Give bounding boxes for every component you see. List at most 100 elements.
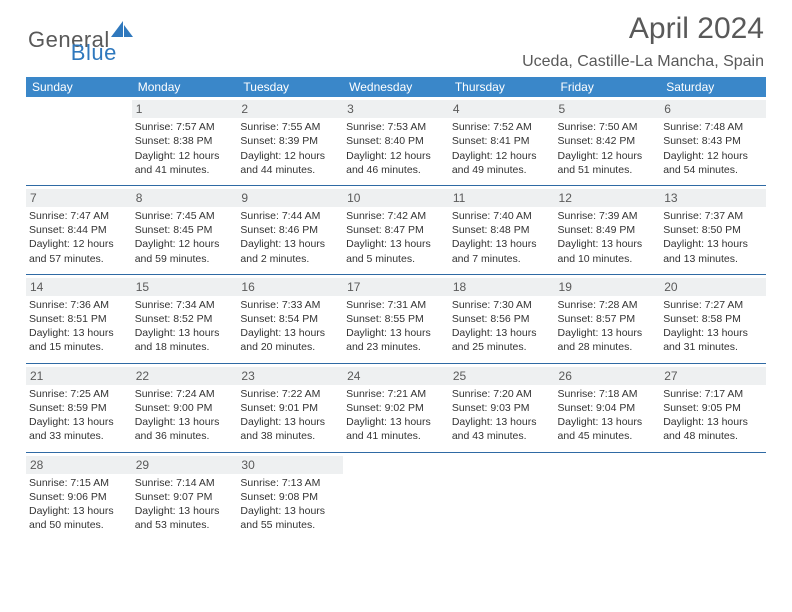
- sunrise-text: Sunrise: 7:55 AM: [240, 120, 338, 134]
- sunset-text: Sunset: 8:47 PM: [346, 223, 444, 237]
- daylight-text: Daylight: 13 hours and 53 minutes.: [135, 504, 233, 532]
- calendar-week-row: 7Sunrise: 7:47 AMSunset: 8:44 PMDaylight…: [26, 185, 766, 274]
- daylight-text: Daylight: 13 hours and 31 minutes.: [663, 326, 761, 354]
- sunrise-text: Sunrise: 7:15 AM: [29, 476, 127, 490]
- sunset-text: Sunset: 8:49 PM: [558, 223, 656, 237]
- daylight-text: Daylight: 13 hours and 48 minutes.: [663, 415, 761, 443]
- sunset-text: Sunset: 8:46 PM: [240, 223, 338, 237]
- sunrise-text: Sunrise: 7:52 AM: [452, 120, 550, 134]
- sunrise-text: Sunrise: 7:50 AM: [558, 120, 656, 134]
- sunrise-text: Sunrise: 7:17 AM: [663, 387, 761, 401]
- daylight-text: Daylight: 13 hours and 18 minutes.: [135, 326, 233, 354]
- calendar-day-cell: 20Sunrise: 7:27 AMSunset: 8:58 PMDayligh…: [660, 274, 766, 363]
- sunrise-text: Sunrise: 7:36 AM: [29, 298, 127, 312]
- day-number: 8: [132, 189, 238, 207]
- sunrise-text: Sunrise: 7:40 AM: [452, 209, 550, 223]
- sunset-text: Sunset: 9:01 PM: [240, 401, 338, 415]
- daylight-text: Daylight: 13 hours and 2 minutes.: [240, 237, 338, 265]
- calendar-day-cell: 25Sunrise: 7:20 AMSunset: 9:03 PMDayligh…: [449, 363, 555, 452]
- sunset-text: Sunset: 8:51 PM: [29, 312, 127, 326]
- calendar-week-row: 1 Sunrise: 7:57 AMSunset: 8:38 PM Daylight…: [26, 97, 766, 185]
- sunrise-text: Sunrise: 7:47 AM: [29, 209, 127, 223]
- calendar-day-cell: 28Sunrise: 7:15 AMSunset: 9:06 PMDayligh…: [26, 452, 132, 540]
- daylight-text: Daylight: 13 hours and 36 minutes.: [135, 415, 233, 443]
- sunset-text: Sunset: 9:02 PM: [346, 401, 444, 415]
- day-number: 14: [26, 278, 132, 296]
- calendar-table: Sunday Monday Tuesday Wednesday Thursday…: [26, 77, 766, 540]
- brand-logo: General Blue: [28, 14, 117, 66]
- calendar-day-cell: 30Sunrise: 7:13 AMSunset: 9:08 PMDayligh…: [237, 452, 343, 540]
- sunrise-text: Sunrise: 7:33 AM: [240, 298, 338, 312]
- daylight-text: Daylight: 12 hours and 49 minutes.: [452, 149, 550, 177]
- day-number: 26: [555, 367, 661, 385]
- sunset-text: Sunset: 8:38 PM: [135, 134, 233, 148]
- calendar-day-cell: 18Sunrise: 7:30 AMSunset: 8:56 PMDayligh…: [449, 274, 555, 363]
- daylight-text: Daylight: 13 hours and 13 minutes.: [663, 237, 761, 265]
- sunset-text: Sunset: 9:06 PM: [29, 490, 127, 504]
- day-number: 23: [237, 367, 343, 385]
- calendar-week-row: 28Sunrise: 7:15 AMSunset: 9:06 PMDayligh…: [26, 452, 766, 540]
- daylight-text: Daylight: 13 hours and 41 minutes.: [346, 415, 444, 443]
- sunset-text: Sunset: 8:40 PM: [346, 134, 444, 148]
- brand-text-2: Blue: [71, 40, 117, 66]
- calendar-day-cell: 21Sunrise: 7:25 AMSunset: 8:59 PMDayligh…: [26, 363, 132, 452]
- day-number: 9: [237, 189, 343, 207]
- day-number: 12: [555, 189, 661, 207]
- calendar-week-row: 21Sunrise: 7:25 AMSunset: 8:59 PMDayligh…: [26, 363, 766, 452]
- day-number: 18: [449, 278, 555, 296]
- sunrise-text: Sunrise: 7:44 AM: [240, 209, 338, 223]
- sunrise-text: Sunrise: 7:31 AM: [346, 298, 444, 312]
- sunset-text: Sunset: 9:04 PM: [558, 401, 656, 415]
- sunset-text: Sunset: 8:39 PM: [240, 134, 338, 148]
- day-number: 20: [660, 278, 766, 296]
- day-number: 16: [237, 278, 343, 296]
- calendar-day-cell: 14 Sunrise: 7:36 AMSunset: 8:51 PMDayligh…: [26, 274, 132, 363]
- calendar-day-cell: 5Sunrise: 7:50 AMSunset: 8:42 PMDaylight…: [555, 97, 661, 185]
- calendar-day-cell: [555, 452, 661, 540]
- day-header: Tuesday: [237, 77, 343, 97]
- daylight-text: Daylight: 13 hours and 55 minutes.: [240, 504, 338, 532]
- sunset-text: Sunset: 8:48 PM: [452, 223, 550, 237]
- day-number: 29: [132, 456, 238, 474]
- calendar-day-cell: 23Sunrise: 7:22 AMSunset: 9:01 PMDayligh…: [237, 363, 343, 452]
- calendar-day-cell: [660, 452, 766, 540]
- sunset-text: Sunset: 9:07 PM: [135, 490, 233, 504]
- calendar-day-cell: [26, 97, 132, 185]
- day-number: 6: [660, 100, 766, 118]
- day-header: Thursday: [449, 77, 555, 97]
- daylight-text: Daylight: 13 hours and 5 minutes.: [346, 237, 444, 265]
- daylight-text: Daylight: 12 hours and 54 minutes.: [663, 149, 761, 177]
- sunrise-text: Sunrise: 7:25 AM: [29, 387, 127, 401]
- day-number: 17: [343, 278, 449, 296]
- calendar-day-cell: 6Sunrise: 7:48 AMSunset: 8:43 PMDaylight…: [660, 97, 766, 185]
- calendar-day-cell: 3Sunrise: 7:53 AMSunset: 8:40 PMDaylight…: [343, 97, 449, 185]
- calendar-day-cell: 13Sunrise: 7:37 AMSunset: 8:50 PMDayligh…: [660, 185, 766, 274]
- calendar-day-cell: 11Sunrise: 7:40 AMSunset: 8:48 PMDayligh…: [449, 185, 555, 274]
- day-number: 25: [449, 367, 555, 385]
- day-number: 30: [237, 456, 343, 474]
- sunrise-text: Sunrise: 7:57 AM: [135, 120, 233, 134]
- daylight-text: Daylight: 13 hours and 38 minutes.: [240, 415, 338, 443]
- daylight-text: Daylight: 13 hours and 25 minutes.: [452, 326, 550, 354]
- day-number: 5: [555, 100, 661, 118]
- sunset-text: Sunset: 8:45 PM: [135, 223, 233, 237]
- daylight-text: Daylight: 12 hours and 57 minutes.: [29, 237, 127, 265]
- daylight-text: Daylight: 13 hours and 10 minutes.: [558, 237, 656, 265]
- daylight-text: Daylight: 13 hours and 7 minutes.: [452, 237, 550, 265]
- sunset-text: Sunset: 8:43 PM: [663, 134, 761, 148]
- daylight-text: Daylight: 13 hours and 50 minutes.: [29, 504, 127, 532]
- sunrise-text: Sunrise: 7:39 AM: [558, 209, 656, 223]
- daylight-text: Daylight: 13 hours and 28 minutes.: [558, 326, 656, 354]
- sunrise-text: Sunrise: 7:28 AM: [558, 298, 656, 312]
- calendar-day-cell: 9 Sunrise: 7:44 AMSunset: 8:46 PMDaylight…: [237, 185, 343, 274]
- daylight-text: Daylight: 13 hours and 15 minutes.: [29, 326, 127, 354]
- day-number: 3: [343, 100, 449, 118]
- sunrise-text: Sunrise: 7:34 AM: [135, 298, 233, 312]
- calendar-day-cell: [343, 452, 449, 540]
- daylight-text: Daylight: 13 hours and 20 minutes.: [240, 326, 338, 354]
- sunrise-text: Sunrise: 7:14 AM: [135, 476, 233, 490]
- day-number: 4: [449, 100, 555, 118]
- day-number: 1: [132, 100, 238, 118]
- sunset-text: Sunset: 8:52 PM: [135, 312, 233, 326]
- calendar-day-cell: 29 Sunrise: 7:14 AMSunset: 9:07 PMDayligh…: [132, 452, 238, 540]
